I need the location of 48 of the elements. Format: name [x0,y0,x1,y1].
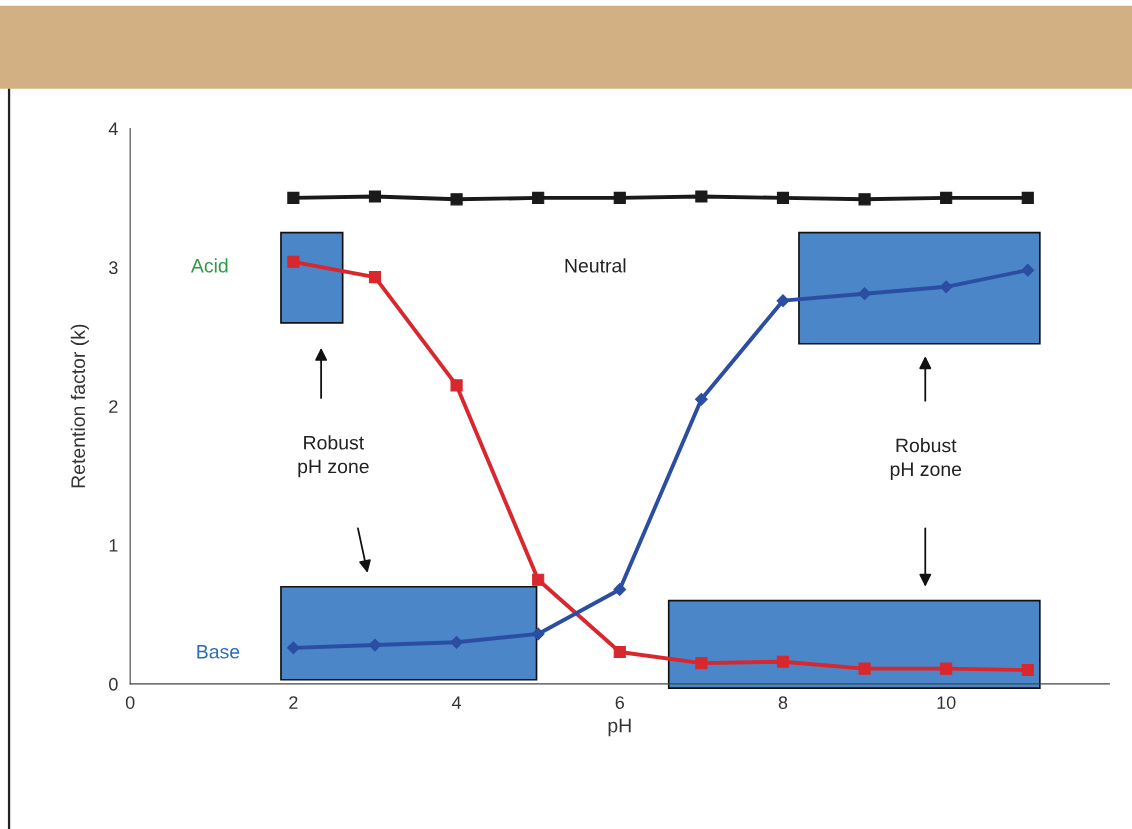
point [368,271,382,284]
point [940,191,953,204]
point [613,645,626,659]
point [368,638,382,652]
point [776,655,790,668]
point [858,662,871,675]
point [286,641,300,655]
point [776,191,790,204]
point [1021,663,1034,677]
annotation: Neutral [565,258,626,273]
y-tick-label: 2 [109,400,118,413]
point [695,190,708,203]
x-tick-label: 2 [289,696,298,709]
point [287,191,300,204]
point [287,255,300,268]
point [939,280,953,294]
y-tick-label: 3 [109,261,118,275]
point [531,627,545,641]
annotation: Robust pH zone [890,438,962,480]
annotation: Base [197,645,240,659]
point [450,193,463,206]
y-tick-label: 1 [109,539,118,552]
y-tick-label: 0 [109,677,118,691]
point [532,573,545,586]
point [613,583,627,596]
y-axis-title: Retention factor (k) [70,324,89,488]
point [695,657,708,670]
annotation: Robust pH zone [298,435,369,478]
point [532,191,545,204]
x-tick-label: 4 [451,696,462,709]
point [694,392,708,406]
x-axis-title: pH [608,718,631,737]
point [450,635,463,649]
point [450,379,463,392]
point [858,287,871,301]
point [613,191,626,204]
point [776,294,790,308]
point [1021,263,1035,277]
point [1021,191,1034,204]
x-tick-label: 6 [615,696,624,709]
point [858,193,871,206]
x-tick-label: 0 [125,696,135,709]
point [940,662,953,675]
x-tick-label: 10 [937,696,956,709]
y-tick-label: 4 [108,122,118,136]
x-tick-label: 8 [778,696,788,709]
annotation: Acid [190,258,228,273]
point [368,190,382,203]
